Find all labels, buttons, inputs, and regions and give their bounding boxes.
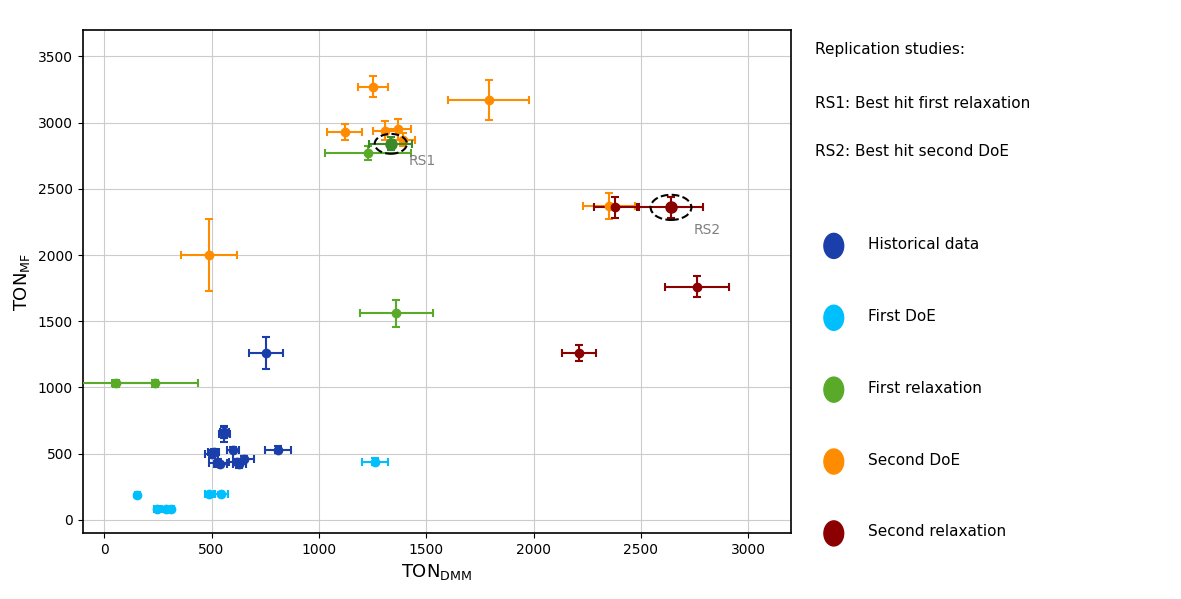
Circle shape [824,305,843,330]
Circle shape [824,234,843,258]
Y-axis label: TON$_{\mathregular{MF}}$: TON$_{\mathregular{MF}}$ [12,252,32,311]
X-axis label: TON$_{\mathregular{DMM}}$: TON$_{\mathregular{DMM}}$ [402,562,472,582]
Circle shape [824,449,843,474]
Text: Historical data: Historical data [868,237,979,252]
Text: First relaxation: First relaxation [868,380,981,396]
Text: Second relaxation: Second relaxation [868,524,1006,540]
Text: RS2: RS2 [693,223,720,237]
Circle shape [824,377,843,402]
Circle shape [824,521,843,546]
Text: Replication studies:: Replication studies: [815,42,965,57]
Text: First DoE: First DoE [868,308,935,324]
Text: RS1: Best hit first relaxation: RS1: Best hit first relaxation [815,96,1030,111]
Text: RS1: RS1 [409,154,436,168]
Text: Second DoE: Second DoE [868,452,960,468]
Text: RS2: Best hit second DoE: RS2: Best hit second DoE [815,144,1009,159]
